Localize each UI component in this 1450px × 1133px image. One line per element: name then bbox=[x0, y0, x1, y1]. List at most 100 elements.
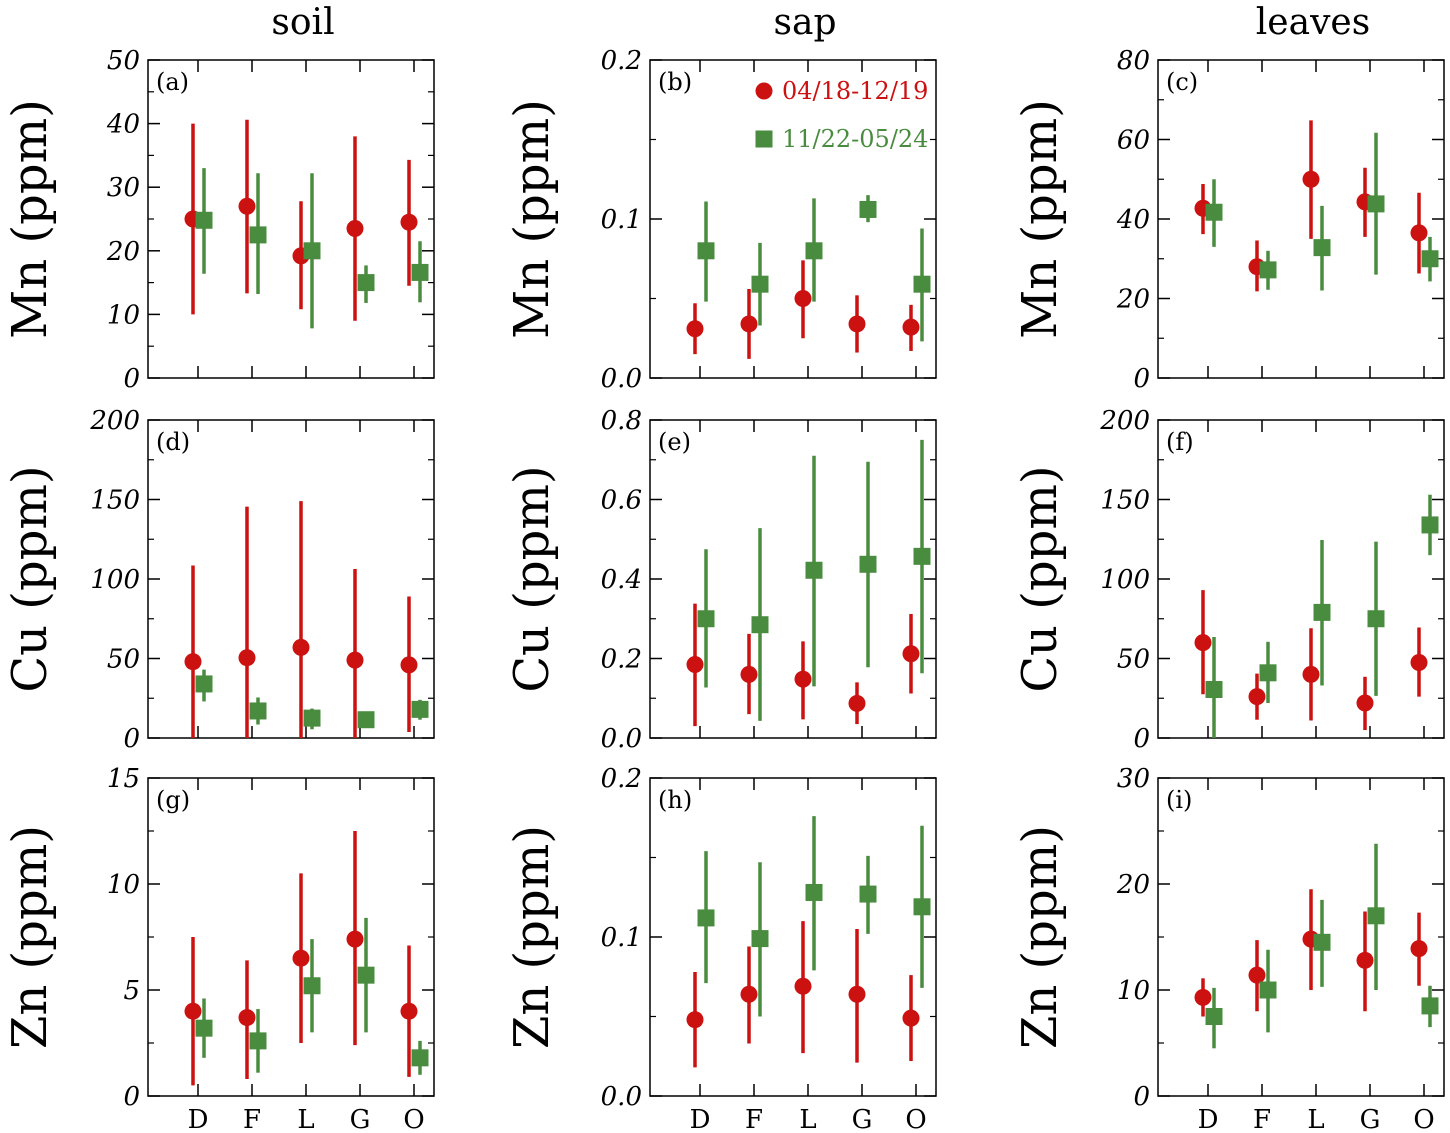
data-point-circle bbox=[795, 671, 812, 688]
data-point-circle bbox=[1249, 967, 1266, 984]
data-point-circle bbox=[239, 198, 256, 215]
y-axis-label: Zn (ppm) bbox=[1012, 825, 1068, 1049]
y-tick-label: 0.4 bbox=[601, 565, 642, 595]
data-point-circle bbox=[687, 1011, 704, 1028]
y-axis-label: Mn (ppm) bbox=[1012, 99, 1068, 339]
data-point-square bbox=[1368, 610, 1385, 627]
x-tick-label-O: O bbox=[905, 1105, 926, 1133]
data-point-square bbox=[250, 1032, 267, 1049]
data-point-circle bbox=[903, 1010, 920, 1027]
column-title-soil: soil bbox=[271, 2, 334, 43]
panel-f: 050100150200(f)Cu (ppm) bbox=[1012, 406, 1444, 754]
legend-marker-circle bbox=[756, 83, 773, 100]
data-point-circle bbox=[741, 315, 758, 332]
data-point-circle bbox=[401, 656, 418, 673]
x-tick-label-G: G bbox=[350, 1105, 371, 1133]
y-tick-label: 0.2 bbox=[601, 764, 642, 794]
x-tick-label-D: D bbox=[690, 1105, 711, 1133]
data-point-circle bbox=[849, 986, 866, 1003]
x-tick-label-D: D bbox=[188, 1105, 209, 1133]
data-point-square bbox=[412, 1049, 429, 1066]
data-point-circle bbox=[1411, 940, 1428, 957]
data-point-square bbox=[860, 556, 877, 573]
data-point-square bbox=[1422, 250, 1439, 267]
data-point-circle bbox=[401, 214, 418, 231]
data-point-circle bbox=[347, 931, 364, 948]
y-tick-label: 0.2 bbox=[601, 46, 642, 76]
data-point-circle bbox=[1357, 695, 1374, 712]
plot-frame bbox=[650, 778, 936, 1096]
data-point-square bbox=[1422, 516, 1439, 533]
data-point-circle bbox=[347, 220, 364, 237]
data-point-square bbox=[914, 276, 931, 293]
data-point-circle bbox=[293, 950, 310, 967]
data-point-circle bbox=[1249, 688, 1266, 705]
data-point-circle bbox=[1303, 171, 1320, 188]
data-point-square bbox=[860, 886, 877, 903]
data-point-square bbox=[1368, 195, 1385, 212]
y-tick-label: 0.1 bbox=[601, 205, 642, 235]
panel-i: 0 10 20 30 D F L G O (i) Zn (ppm) bbox=[1012, 764, 1444, 1133]
y-tick-label: 0 bbox=[123, 1082, 140, 1112]
y-tick-label: 40 bbox=[1116, 205, 1150, 235]
y-tick-label: 20 bbox=[1116, 285, 1150, 315]
y-tick-label: 20 bbox=[1116, 870, 1150, 900]
y-axis-label: Mn (ppm) bbox=[2, 99, 58, 339]
y-tick-label: 10 bbox=[1117, 976, 1150, 1006]
x-tick-label-G: G bbox=[1360, 1105, 1381, 1133]
data-point-square bbox=[1206, 1008, 1223, 1025]
data-point-circle bbox=[741, 986, 758, 1003]
data-point-square bbox=[1206, 681, 1223, 698]
x-tick-label-F: F bbox=[745, 1105, 763, 1133]
data-point-circle bbox=[401, 1003, 418, 1020]
panel-label: (c) bbox=[1166, 68, 1198, 96]
y-tick-label: 0 bbox=[123, 724, 140, 754]
data-point-square bbox=[250, 702, 267, 719]
y-axis-label: Zn (ppm) bbox=[504, 825, 560, 1049]
y-tick-label: 0 bbox=[1133, 1082, 1150, 1112]
y-tick-label: 0.0 bbox=[601, 364, 642, 394]
data-point-square bbox=[698, 610, 715, 627]
data-point-circle bbox=[687, 320, 704, 337]
panel-a: 0 10 20 30 40 50 (a) Mn (ppm) bbox=[2, 46, 434, 394]
x-tick-label-L: L bbox=[297, 1105, 314, 1133]
data-point-square bbox=[1260, 664, 1277, 681]
y-tick-label: 50 bbox=[107, 645, 140, 675]
plot-frame bbox=[148, 778, 434, 1096]
y-tick-label: 30 bbox=[1117, 764, 1150, 794]
y-tick-label: 0.8 bbox=[601, 406, 642, 436]
plot-frame bbox=[650, 420, 936, 738]
data-point-square bbox=[196, 1020, 213, 1037]
panel-label: (e) bbox=[658, 428, 691, 456]
y-tick-label: 40 bbox=[106, 110, 140, 140]
data-point-square bbox=[304, 242, 321, 259]
x-tick-label-O: O bbox=[1413, 1105, 1434, 1133]
y-tick-label: 50 bbox=[107, 46, 140, 76]
data-point-square bbox=[752, 930, 769, 947]
y-tick-label: 150 bbox=[90, 486, 140, 516]
panel-d: 0 50 100 150 200 (d) Cu (ppm) bbox=[2, 406, 434, 754]
x-tick-label-L: L bbox=[799, 1105, 816, 1133]
y-tick-label: 0 bbox=[123, 364, 140, 394]
y-axis-label: Cu (ppm) bbox=[2, 465, 58, 692]
data-point-square bbox=[752, 276, 769, 293]
y-tick-label: 30 bbox=[107, 173, 140, 203]
y-tick-label: 200 bbox=[89, 406, 140, 436]
y-axis-label: Zn (ppm) bbox=[2, 825, 58, 1049]
x-tick-label-O: O bbox=[403, 1105, 424, 1133]
y-tick-label: 200 bbox=[1099, 406, 1150, 436]
data-point-circle bbox=[795, 978, 812, 995]
column-titles: soil sap leaves bbox=[271, 2, 1370, 43]
data-point-square bbox=[358, 274, 375, 291]
data-point-square bbox=[914, 548, 931, 565]
panel-g: 051015D F L G O(g)Zn (ppm) bbox=[2, 764, 434, 1133]
data-point-circle bbox=[903, 319, 920, 336]
data-point-circle bbox=[1357, 952, 1374, 969]
y-tick-label: 0.2 bbox=[601, 645, 642, 675]
y-tick-label: 100 bbox=[90, 565, 140, 595]
y-tick-label: 0 bbox=[1133, 724, 1150, 754]
legend-label: 11/22-05/24 bbox=[782, 125, 928, 153]
data-point-square bbox=[358, 967, 375, 984]
plot-frame bbox=[148, 420, 434, 738]
data-point-circle bbox=[185, 1003, 202, 1020]
